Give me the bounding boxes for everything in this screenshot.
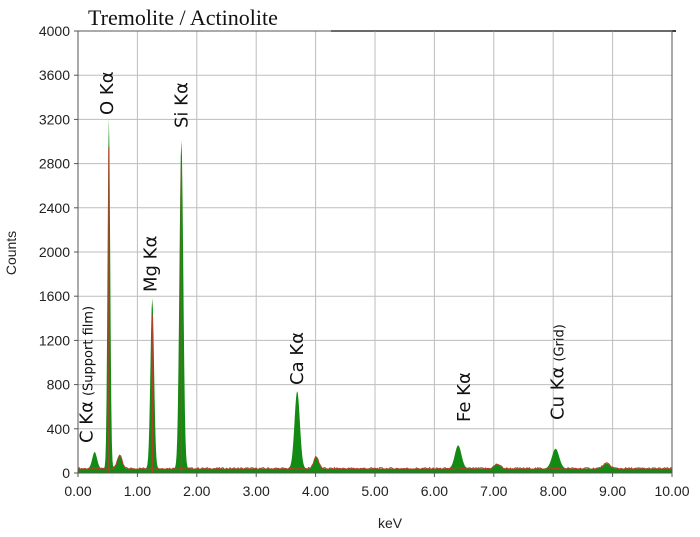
- x-tick-label: 7.00: [480, 483, 507, 499]
- y-axis-label: Counts: [3, 231, 19, 275]
- y-tick-labels: 0 400 800 1200 1600 2000 2400 2800 3200 3600 4000: [39, 23, 78, 481]
- y-tick-label: 800: [47, 377, 71, 393]
- peak-note: (Grid): [553, 324, 568, 361]
- peak-line-label: Ca Kα: [287, 332, 308, 385]
- x-axis-label: keV: [378, 515, 403, 531]
- x-tick-label: 1.00: [124, 483, 151, 499]
- y-tick-label: 0: [62, 465, 70, 481]
- peak-label: Si Kα: [171, 82, 192, 128]
- peak-line-label: O Kα: [97, 71, 118, 115]
- background-trace: [77, 454, 673, 471]
- peak-line-label: Fe Kα: [454, 372, 475, 422]
- peak-label: Fe Kα: [454, 372, 475, 422]
- y-tick-label: 2000: [39, 244, 70, 260]
- y-tick-label: 2400: [39, 200, 70, 216]
- y-tick-label: 1200: [39, 332, 70, 348]
- peak-label: O Kα: [97, 71, 118, 115]
- grid-lines: [77, 30, 673, 474]
- x-tick-label: 5.00: [361, 483, 388, 499]
- peak-line-label: C Kα: [77, 401, 98, 443]
- peak-line-label: Si Kα: [171, 82, 192, 128]
- x-tick-label: 3.00: [243, 483, 270, 499]
- x-tick-labels: 0.00 1.00 2.00 3.00 4.00 5.00 6.00 7.00 8.00 9.00…: [64, 473, 690, 499]
- x-tick-label: 4.00: [302, 483, 329, 499]
- peak-line-label: Cu Kα: [548, 367, 569, 420]
- peak-label: C Kα (Support film): [77, 306, 98, 443]
- x-tick-label: 2.00: [183, 483, 210, 499]
- peak-labels: C Kα (Support film) O Kα Mg Kα Si Kα Ca Kα Fe …: [77, 71, 569, 443]
- x-tick-label: 10.00: [654, 483, 689, 499]
- chart-title: Tremolite / Actinolite: [88, 5, 278, 30]
- y-tick-label: 3600: [39, 67, 70, 83]
- y-tick-label: 4000: [39, 23, 70, 39]
- y-tick-label: 2800: [39, 156, 70, 172]
- y-tick-label: 1600: [39, 288, 70, 304]
- x-tick-label: 9.00: [599, 483, 626, 499]
- peak-label: Cu Kα (Grid): [548, 324, 569, 420]
- peak-label: Ca Kα: [287, 332, 308, 385]
- spectrum: [77, 118, 673, 473]
- peak-note: (Support film): [82, 306, 97, 396]
- x-tick-label: 0.00: [64, 483, 91, 499]
- peak-line-label: Mg Kα: [140, 236, 161, 292]
- peak-label: Mg Kα: [140, 236, 161, 292]
- x-tick-label: 6.00: [421, 483, 448, 499]
- y-tick-label: 400: [47, 421, 71, 437]
- x-tick-label: 8.00: [540, 483, 567, 499]
- y-tick-label: 3200: [39, 111, 70, 127]
